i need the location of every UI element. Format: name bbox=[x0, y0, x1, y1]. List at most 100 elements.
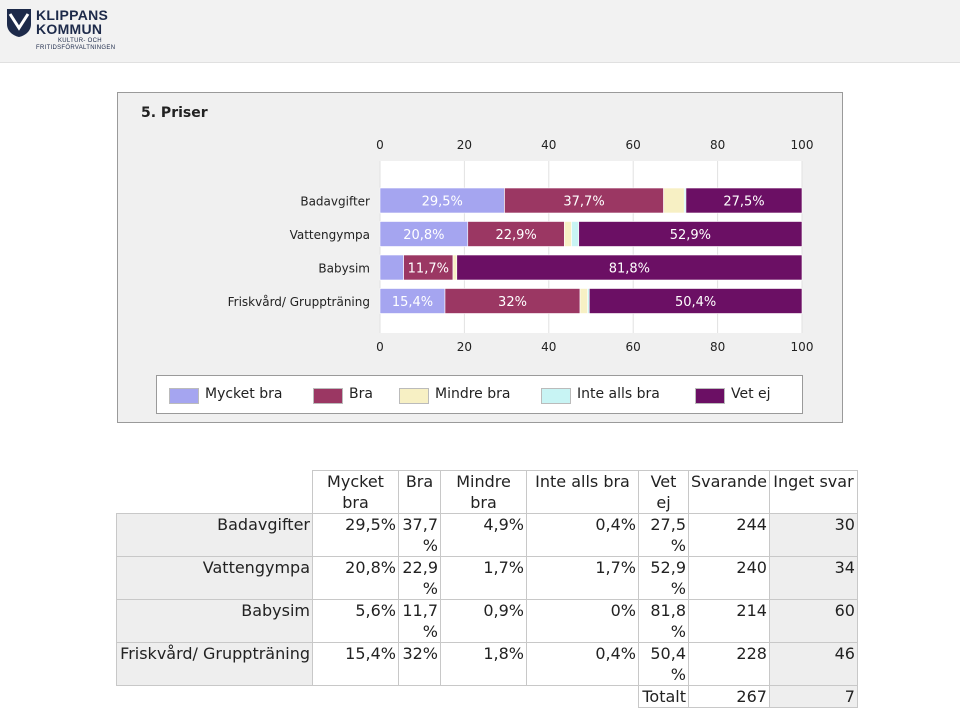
table-row: Vattengympa 20,8% 22,9 % 1,7% 1,7% 52,9 … bbox=[116, 556, 858, 600]
data-label: 50,4% bbox=[675, 295, 716, 310]
legend-label: Vet ej bbox=[731, 386, 771, 402]
table-cell: 1,7% bbox=[440, 556, 527, 600]
x-tick-label-top: 0 bbox=[376, 138, 384, 152]
row-label: Badavgifter bbox=[116, 513, 313, 557]
table-cell: 15,4% bbox=[312, 642, 399, 686]
data-label: 22,9% bbox=[495, 228, 536, 243]
legend-label: Inte alls bra bbox=[577, 386, 660, 402]
x-tick-label-bottom: 100 bbox=[791, 340, 814, 354]
total-inget-svar: 7 bbox=[768, 685, 858, 708]
total-label: Totalt bbox=[638, 685, 689, 708]
table-cell: 37,7 % bbox=[398, 513, 441, 557]
category-label: Vattengympa bbox=[290, 228, 370, 242]
legend-label: Mindre bra bbox=[435, 386, 511, 402]
table-cell: 30 bbox=[768, 513, 858, 557]
table-row: Babysim 5,6% 11,7 % 0,9% 0% 81,8 % 214 6… bbox=[116, 599, 858, 643]
table-corner bbox=[117, 471, 313, 514]
table-cell: 29,5% bbox=[312, 513, 399, 557]
bar-segment bbox=[379, 254, 404, 281]
bar-segment bbox=[579, 288, 588, 314]
legend-swatch bbox=[313, 388, 343, 404]
table-cell: 228 bbox=[688, 642, 770, 686]
table-header: Vet ej bbox=[638, 470, 689, 514]
coat-of-arms-icon bbox=[7, 9, 31, 37]
x-tick-label-top: 80 bbox=[710, 138, 725, 152]
table-row: Friskvård/ Gruppträning 15,4% 32% 1,8% 0… bbox=[116, 642, 858, 686]
x-tick-label-bottom: 0 bbox=[376, 340, 384, 354]
table-cell: 27,5 % bbox=[638, 513, 689, 557]
table-cell: 1,7% bbox=[526, 556, 639, 600]
table-cell: 0,9% bbox=[440, 599, 527, 643]
table-header: Mycket bra bbox=[312, 470, 399, 514]
bar-segment bbox=[578, 221, 803, 247]
legend-swatch bbox=[541, 388, 571, 404]
bar-segment bbox=[663, 187, 685, 214]
bar-segment bbox=[456, 254, 803, 281]
bar-segment bbox=[504, 187, 664, 214]
bar-segment bbox=[467, 221, 565, 247]
table-cell: 0,4% bbox=[526, 513, 639, 557]
table-header: Inget svar bbox=[768, 470, 858, 514]
table-cell: 214 bbox=[688, 599, 770, 643]
table-cell: 20,8% bbox=[312, 556, 399, 600]
x-tick-label-bottom: 60 bbox=[626, 340, 641, 354]
table-cell: 46 bbox=[768, 642, 858, 686]
bar-segment bbox=[444, 288, 581, 314]
x-tick-label-top: 100 bbox=[791, 138, 814, 152]
legend-swatch bbox=[399, 388, 429, 404]
table-cell: 0% bbox=[526, 599, 639, 643]
table-header: Bra bbox=[398, 470, 441, 514]
table-total-row: Totalt 267 7 bbox=[117, 685, 858, 708]
table-cell: 244 bbox=[688, 513, 770, 557]
legend-label: Bra bbox=[349, 386, 373, 402]
table-cell: 50,4 % bbox=[638, 642, 689, 686]
x-tick-label-bottom: 40 bbox=[541, 340, 556, 354]
table-cell: 11,7 % bbox=[398, 599, 441, 643]
stacked-bar-chart: 0 0 20 20 40 40 60 60 80 80 100 100 Badavgifter 29,5%… bbox=[228, 138, 814, 354]
table-header: Mindre bra bbox=[440, 470, 527, 514]
data-label: 15,4% bbox=[392, 295, 433, 310]
category-label: Friskvård/ Gruppträning bbox=[228, 295, 370, 309]
row-label: Babysim bbox=[116, 599, 313, 643]
x-tick-label-top: 60 bbox=[626, 138, 641, 152]
data-label: 29,5% bbox=[422, 195, 463, 210]
table-cell: 0,4% bbox=[526, 642, 639, 686]
table-cell: 81,8 % bbox=[638, 599, 689, 643]
data-label: 11,7% bbox=[408, 262, 449, 277]
bar-segment bbox=[564, 221, 572, 247]
klippans-kommun-logo: KLIPPANS KOMMUN KULTUR- OCH FRITIDSFÖRVA… bbox=[6, 8, 116, 58]
table-cell: 34 bbox=[768, 556, 858, 600]
legend-swatch bbox=[169, 388, 199, 404]
table-cell: 22,9 % bbox=[398, 556, 441, 600]
bar-segment bbox=[571, 221, 580, 247]
data-label: 37,7% bbox=[563, 195, 604, 210]
table-cell: 4,9% bbox=[440, 513, 527, 557]
table-cell: 32% bbox=[398, 642, 441, 686]
x-tick-label-bottom: 20 bbox=[457, 340, 472, 354]
table-header: Inte alls bra bbox=[526, 470, 639, 514]
x-tick-label-top: 40 bbox=[541, 138, 556, 152]
legend-swatch bbox=[695, 388, 725, 404]
bar-segment bbox=[403, 254, 454, 281]
table-cell: 52,9 % bbox=[638, 556, 689, 600]
logo-name: KLIPPANS KOMMUN bbox=[36, 7, 109, 37]
total-svarande: 267 bbox=[688, 685, 770, 708]
chart-legend: Mycket bra Bra Mindre bra Inte alls bra … bbox=[156, 375, 803, 414]
table-cell: 60 bbox=[768, 599, 858, 643]
table-header: Svarande bbox=[688, 470, 770, 514]
table-header-row: Mycket bra Bra Mindre bra Inte alls bra … bbox=[117, 470, 858, 514]
data-label: 52,9% bbox=[670, 228, 711, 243]
table-cell: 5,6% bbox=[312, 599, 399, 643]
bar-segment bbox=[379, 221, 469, 247]
category-label: Babysim bbox=[318, 262, 370, 276]
legend-label: Mycket bra bbox=[205, 386, 283, 402]
x-tick-label-bottom: 80 bbox=[710, 340, 725, 354]
row-label: Vattengympa bbox=[116, 556, 313, 600]
bar-segment bbox=[589, 288, 803, 314]
x-tick-label-top: 20 bbox=[457, 138, 472, 152]
header-band: KLIPPANS KOMMUN KULTUR- OCH FRITIDSFÖRVA… bbox=[0, 0, 960, 63]
category-label: Badavgifter bbox=[300, 195, 370, 209]
table-cell: 1,8% bbox=[440, 642, 527, 686]
bar-segment bbox=[379, 288, 446, 314]
bar-segment bbox=[452, 254, 458, 281]
